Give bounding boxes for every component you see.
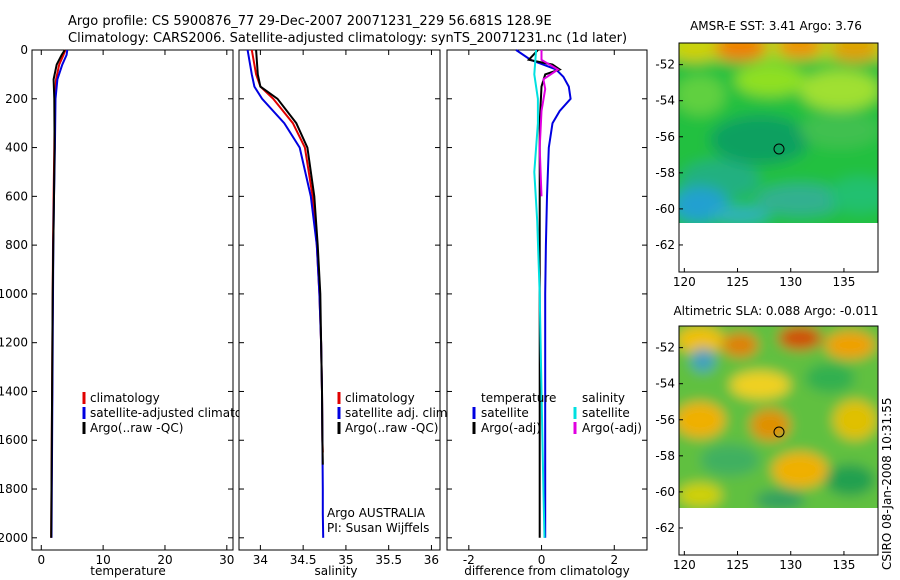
map-y-tick-label: -62: [655, 521, 675, 535]
temperature-panel: 0 10 20 30 0 200 400 600 800 1000 1200 1400 1600 1800…: [0, 43, 268, 578]
y-tick-label: 800: [5, 238, 28, 252]
y-tick-label: 1600: [0, 433, 28, 447]
annotation-argo-australia: Argo AUSTRALIA: [327, 506, 426, 520]
map-x-tick-label: 130: [779, 558, 802, 572]
x-tick-label: 20: [157, 553, 172, 567]
sla-map-title: Altimetric SLA: 0.088 Argo: -0.011: [673, 304, 878, 318]
sst-map-title: AMSR-E SST: 3.41 Argo: 3.76: [690, 19, 862, 33]
map-x-tick-label: 120: [673, 275, 696, 289]
legend-label-satellite-adjusted: satellite-adjusted climatology: [90, 406, 268, 420]
legend-label-sal-satellite: satellite: [582, 406, 630, 420]
x-tick-label: 0: [538, 553, 546, 567]
difference-xlabel: difference from climatology: [464, 564, 630, 578]
sst-map-panel: AMSR-E SST: 3.41 Argo: 3.76: [655, 19, 879, 289]
temperature-legend: climatology satellite-adjusted climatolo…: [82, 391, 268, 435]
map-y-tick-label: -56: [655, 130, 675, 144]
map-x-tick-label: 125: [726, 558, 749, 572]
series-line-temperature-satellite: [515, 49, 572, 538]
map-y-tick-label: -60: [655, 202, 675, 216]
map-y-tick-label: -60: [655, 485, 675, 499]
y-tick-label: 1800: [0, 482, 28, 496]
salinity-xlabel: salinity: [314, 564, 357, 578]
title-line-2: Climatology: CARS2006. Satellite-adjuste…: [68, 31, 627, 46]
salinity-legend: climatology satellite adj. clim. Argo(..…: [337, 391, 451, 435]
legend-header-salinity: salinity: [582, 391, 625, 405]
x-tick-label: 0: [37, 553, 45, 567]
legend-label-sal-argo: Argo(-adj): [582, 421, 642, 435]
y-tick-label: 200: [5, 92, 28, 106]
x-tick-label: 34: [253, 553, 268, 567]
y-tick-label: 600: [5, 189, 28, 203]
temperature-xlabel: temperature: [90, 564, 165, 578]
y-tick-label: 1000: [0, 287, 28, 301]
y-tick-label: 1400: [0, 384, 28, 398]
map-y-tick-label: -52: [655, 341, 675, 355]
x-tick-label: 10: [95, 553, 110, 567]
legend-label-temp-argo: Argo(-adj): [481, 421, 541, 435]
legend-label-climatology: climatology: [345, 391, 415, 405]
sla-map-panel: Altimetric SLA: 0.088 Argo: -0.011: [655, 304, 878, 572]
difference-panel: -2 0 2 difference from climatology tempera…: [446, 49, 648, 578]
map-x-tick-label: 135: [832, 558, 855, 572]
legend-label-satellite-adj: satellite adj. clim.: [345, 406, 451, 420]
x-tick-label: 35.5: [375, 553, 402, 567]
salinity-panel: 34 34.5 35 35.5 36 salinity climatology sate…: [238, 49, 451, 578]
x-tick-label: 30: [219, 553, 234, 567]
map-y-tick-label: -56: [655, 413, 675, 427]
map-x-tick-label: 125: [726, 275, 749, 289]
series-line-argo-raw-qc-: [255, 49, 324, 465]
salinity-axes-frame: [238, 49, 441, 551]
y-tick-label: 400: [5, 141, 28, 155]
annotation-pi: PI: Susan Wijffels: [327, 521, 429, 535]
temperature-axes-frame: [31, 49, 234, 551]
sst-argo-marker: [773, 143, 785, 155]
y-tick-label: 1200: [0, 336, 28, 350]
x-tick-label: 36: [424, 553, 439, 567]
map-x-tick-label: 120: [673, 558, 696, 572]
series-line-argo-raw-qc-: [50, 49, 66, 538]
x-tick-label: 35: [338, 553, 353, 567]
sst-heatmap: [679, 43, 878, 223]
legend-label-climatology: climatology: [90, 391, 160, 405]
x-tick-label: 2: [610, 553, 618, 567]
x-tick-label: -2: [463, 553, 475, 567]
series-line-salinity-argo-adj-: [538, 50, 560, 197]
title-line-1: Argo profile: CS 5900876_77 29-Dec-2007 …: [68, 14, 552, 29]
difference-axes-frame: [446, 49, 648, 551]
map-x-tick-label: 130: [779, 275, 802, 289]
legend-header-temperature: temperature: [481, 391, 556, 405]
map-y-tick-label: -58: [655, 449, 675, 463]
legend-label-temp-satellite: satellite: [481, 406, 529, 420]
difference-legend: temperature satellite Argo(-adj) salinit…: [472, 391, 642, 435]
map-y-tick-label: -52: [655, 58, 675, 72]
map-y-tick-label: -54: [655, 377, 675, 391]
sla-argo-marker: [773, 426, 785, 438]
legend-label-argo: Argo(..raw -QC): [90, 421, 183, 435]
map-x-tick-label: 135: [832, 275, 855, 289]
y-tick-label: 2000: [0, 531, 28, 545]
y-tick-label: 0: [20, 43, 28, 57]
map-y-tick-label: -62: [655, 238, 675, 252]
x-tick-label: 34.5: [290, 553, 317, 567]
map-y-tick-label: -54: [655, 94, 675, 108]
map-y-tick-label: -58: [655, 166, 675, 180]
legend-label-argo: Argo(..raw -QC): [345, 421, 438, 435]
sla-heatmap: [679, 326, 878, 508]
series-line-salinity-satellite: [533, 49, 546, 538]
timestamp-stamp: CSIRO 08-Jan-2008 10:31:55: [880, 398, 894, 570]
